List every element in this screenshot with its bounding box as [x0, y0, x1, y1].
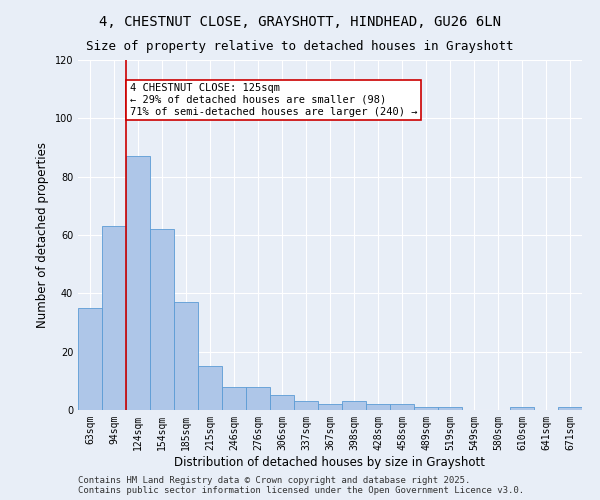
Bar	[294, 401, 318, 410]
Text: Contains HM Land Registry data © Crown copyright and database right 2025.
Contai: Contains HM Land Registry data © Crown c…	[78, 476, 524, 495]
Bar	[246, 386, 270, 410]
Bar	[174, 302, 198, 410]
Bar	[126, 156, 150, 410]
Bar	[198, 366, 222, 410]
Bar	[558, 407, 582, 410]
X-axis label: Distribution of detached houses by size in Grayshott: Distribution of detached houses by size …	[175, 456, 485, 468]
Text: Size of property relative to detached houses in Grayshott: Size of property relative to detached ho…	[86, 40, 514, 53]
Y-axis label: Number of detached properties: Number of detached properties	[36, 142, 49, 328]
Bar	[150, 229, 174, 410]
Bar	[414, 407, 438, 410]
Bar	[102, 226, 126, 410]
Bar	[222, 386, 246, 410]
Bar	[342, 401, 366, 410]
Bar	[390, 404, 414, 410]
Bar	[438, 407, 462, 410]
Text: 4, CHESTNUT CLOSE, GRAYSHOTT, HINDHEAD, GU26 6LN: 4, CHESTNUT CLOSE, GRAYSHOTT, HINDHEAD, …	[99, 15, 501, 29]
Bar	[318, 404, 342, 410]
Text: 4 CHESTNUT CLOSE: 125sqm
← 29% of detached houses are smaller (98)
71% of semi-d: 4 CHESTNUT CLOSE: 125sqm ← 29% of detach…	[130, 84, 417, 116]
Bar	[510, 407, 534, 410]
Bar	[366, 404, 390, 410]
Bar	[78, 308, 102, 410]
Bar	[270, 396, 294, 410]
